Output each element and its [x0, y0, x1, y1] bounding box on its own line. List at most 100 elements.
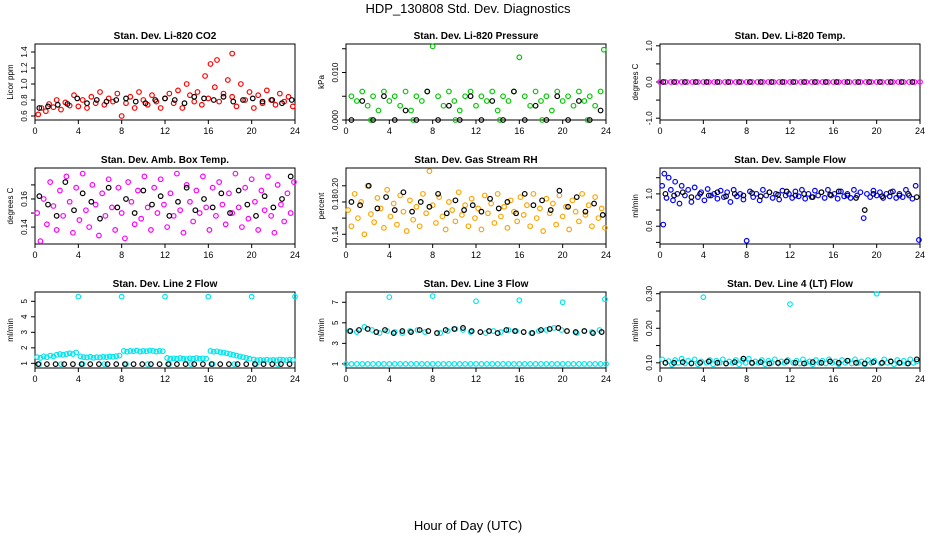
- data-point: [598, 329, 605, 335]
- data-point: [685, 186, 692, 193]
- data-point: [122, 361, 128, 368]
- x-tick-label: 12: [471, 374, 481, 384]
- data-point: [156, 348, 163, 354]
- panel-y-axis-label: degrees C: [6, 187, 15, 224]
- data-point: [697, 190, 703, 197]
- data-point: [285, 93, 292, 100]
- data-point: [754, 79, 761, 85]
- data-point: [500, 360, 506, 367]
- data-point: [852, 79, 858, 85]
- data-point: [371, 219, 378, 226]
- data-point: [70, 229, 76, 236]
- data-point: [174, 170, 180, 177]
- data-point: [500, 117, 506, 123]
- data-point: [343, 360, 349, 367]
- data-series-2: [36, 173, 294, 222]
- data-point: [822, 79, 829, 85]
- data-point: [467, 360, 474, 367]
- data-point: [659, 182, 666, 189]
- data-point: [532, 102, 539, 109]
- data-point: [766, 360, 773, 367]
- data-point: [387, 213, 394, 220]
- panel-2: Stan. Dev. Li-820 Pressure kPa 0 4 8 12 16 20 24…: [317, 31, 611, 136]
- data-point: [570, 102, 577, 109]
- data-point: [434, 330, 440, 336]
- data-point: [181, 100, 188, 107]
- data-point: [418, 360, 425, 367]
- data-point: [239, 224, 245, 231]
- data-point: [255, 227, 262, 233]
- data-point: [838, 188, 844, 195]
- data-point: [35, 111, 42, 118]
- data-point: [815, 192, 822, 199]
- data-point: [113, 353, 120, 360]
- data-point: [353, 360, 360, 367]
- data-point: [437, 330, 444, 336]
- data-point: [452, 197, 459, 204]
- data-point: [148, 361, 154, 368]
- data-point: [151, 184, 158, 191]
- data-point: [844, 357, 851, 364]
- data-point: [364, 360, 371, 367]
- data-point: [131, 210, 138, 216]
- data-point: [516, 54, 523, 61]
- x-tick-label: 20: [872, 250, 882, 260]
- data-point: [792, 79, 799, 85]
- data-point: [257, 357, 264, 363]
- data-point: [879, 359, 885, 366]
- data-point: [819, 79, 826, 85]
- data-point: [435, 360, 441, 367]
- data-point: [598, 205, 605, 212]
- x-tick-label: 4: [701, 126, 706, 136]
- x-tick-label: 4: [387, 126, 392, 136]
- data-point: [250, 105, 257, 111]
- data-point: [40, 196, 47, 202]
- data-point: [260, 361, 267, 368]
- data-point: [802, 195, 809, 202]
- data-point: [261, 207, 268, 214]
- data-point: [771, 356, 778, 363]
- y-tick-label: 0.10: [645, 354, 654, 370]
- panel-y-axis-label: ml/min: [6, 318, 15, 342]
- data-point: [456, 117, 463, 123]
- data-point: [164, 224, 171, 231]
- data-point: [491, 220, 498, 226]
- data-point: [747, 79, 753, 85]
- data-point: [512, 328, 518, 334]
- data-point: [827, 358, 833, 365]
- data-point: [468, 328, 475, 334]
- data-point: [543, 360, 550, 367]
- data-series-1: [348, 43, 607, 123]
- data-point: [248, 293, 255, 300]
- data-point: [714, 189, 721, 196]
- data-point: [468, 195, 475, 202]
- data-point: [374, 205, 381, 212]
- data-point: [537, 205, 543, 212]
- data-point: [84, 100, 90, 107]
- data-point: [139, 361, 146, 368]
- data-point: [801, 79, 807, 85]
- data-point: [498, 213, 504, 220]
- data-point: [546, 326, 553, 332]
- data-point: [662, 79, 669, 85]
- data-point: [905, 360, 911, 367]
- data-point: [591, 200, 597, 207]
- data-point: [263, 356, 270, 363]
- data-point: [80, 354, 87, 361]
- data-series-2: [348, 182, 606, 218]
- data-point: [166, 90, 173, 97]
- data-point: [716, 359, 723, 366]
- data-point: [553, 221, 560, 228]
- data-point: [667, 79, 674, 85]
- data-point: [413, 117, 420, 123]
- y-tick-label: 0.14: [331, 226, 340, 242]
- data-point: [521, 117, 528, 123]
- data-point: [524, 202, 530, 209]
- data-point: [582, 211, 589, 218]
- x-tick-label: 8: [430, 250, 435, 260]
- data-point: [884, 359, 891, 366]
- data-point: [435, 117, 441, 123]
- data-point: [75, 293, 82, 300]
- data-point: [182, 361, 189, 368]
